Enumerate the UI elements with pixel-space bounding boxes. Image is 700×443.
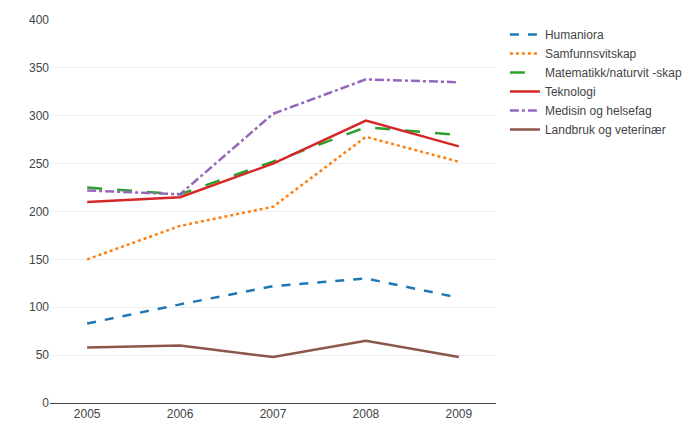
svg-text:Humaniora: Humaniora [545,28,604,42]
svg-text:100: 100 [29,300,49,314]
svg-text:2008: 2008 [353,407,380,421]
svg-text:0: 0 [42,396,49,410]
svg-text:Medisin og helsefag: Medisin og helsefag [545,104,652,118]
svg-text:300: 300 [29,109,49,123]
svg-text:2009: 2009 [445,407,472,421]
svg-text:Landbruk og veterinær: Landbruk og veterinær [545,123,666,137]
svg-text:Teknologi: Teknologi [545,85,596,99]
svg-text:2007: 2007 [260,407,287,421]
svg-text:Matematikk/naturvit -skap: Matematikk/naturvit -skap [545,66,682,80]
svg-text:250: 250 [29,157,49,171]
svg-text:350: 350 [29,61,49,75]
svg-text:200: 200 [29,205,49,219]
svg-text:400: 400 [29,13,49,27]
svg-text:2006: 2006 [167,407,194,421]
svg-text:150: 150 [29,253,49,267]
svg-text:2005: 2005 [74,407,101,421]
svg-text:50: 50 [36,348,50,362]
svg-text:Samfunnsvitskap: Samfunnsvitskap [545,47,637,61]
